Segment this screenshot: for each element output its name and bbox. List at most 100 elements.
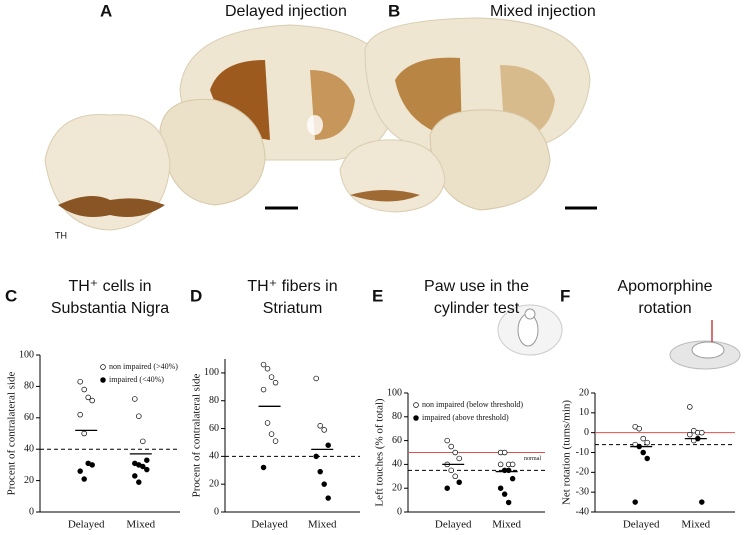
stain-label: TH xyxy=(55,230,67,240)
data-point xyxy=(136,479,142,485)
data-point xyxy=(505,499,512,506)
data-point xyxy=(456,479,462,486)
y-axis-label: Net rotation (turns/min) xyxy=(561,400,573,505)
data-point xyxy=(687,404,693,410)
data-point xyxy=(444,485,450,491)
data-point xyxy=(452,473,458,480)
data-point xyxy=(509,475,516,482)
data-point xyxy=(640,435,646,442)
x-tick-label: Delayed xyxy=(68,519,105,531)
data-point xyxy=(136,413,142,419)
data-point xyxy=(77,468,83,474)
data-point xyxy=(448,443,454,450)
legend-label: non impaired (below threshold) xyxy=(422,400,523,409)
data-point xyxy=(260,464,267,471)
y-tick-label: 20 xyxy=(24,475,34,486)
data-point xyxy=(77,378,83,385)
data-point xyxy=(132,473,138,479)
x-tick-label: Mixed xyxy=(492,519,521,531)
data-point xyxy=(144,457,150,463)
y-tick-label: -30 xyxy=(576,486,589,497)
x-tick-label: Delayed xyxy=(251,519,288,531)
y-tick-label: 60 xyxy=(392,435,402,446)
chart-title: cylinder test xyxy=(434,300,520,317)
reference-label: normal xyxy=(524,456,541,462)
data-point xyxy=(687,431,693,438)
y-tick-label: -10 xyxy=(576,447,589,458)
data-point xyxy=(81,476,87,482)
section-images xyxy=(44,17,597,231)
chart-title: Substantia Nigra xyxy=(51,300,169,317)
y-tick-label: 20 xyxy=(579,387,589,398)
y-axis-label: Procent of contralateral side xyxy=(191,374,203,498)
data-point xyxy=(81,386,87,393)
data-point xyxy=(272,379,279,386)
data-point xyxy=(452,449,458,456)
data-point xyxy=(509,461,516,468)
data-point xyxy=(448,467,454,474)
chart-title: Striatum xyxy=(263,300,323,317)
data-point xyxy=(140,438,146,445)
legend-label: impaired (above threshold) xyxy=(422,413,509,422)
panel-title: Mixed injection xyxy=(490,3,596,20)
y-tick-label: 100 xyxy=(19,349,34,360)
data-point xyxy=(89,397,95,404)
data-point xyxy=(260,361,267,368)
y-tick-label: 80 xyxy=(392,411,402,422)
data-point xyxy=(268,431,275,437)
chart-title: rotation xyxy=(638,300,691,317)
y-tick-label: -40 xyxy=(576,506,589,517)
rat-icon xyxy=(497,304,741,370)
data-point xyxy=(317,468,323,475)
panel-letter: D xyxy=(190,286,202,305)
data-point xyxy=(272,438,279,444)
data-point xyxy=(321,427,327,433)
y-tick-label: 20 xyxy=(209,478,219,489)
y-tick-label: 0 xyxy=(584,427,589,438)
y-tick-label: 10 xyxy=(579,407,589,418)
data-point xyxy=(644,439,650,446)
data-point xyxy=(264,365,271,372)
data-point xyxy=(699,429,705,436)
y-tick-label: 40 xyxy=(209,451,219,462)
data-point xyxy=(640,449,646,456)
data-point xyxy=(456,455,462,462)
x-tick-label: Delayed xyxy=(435,519,472,531)
data-point xyxy=(497,461,504,468)
data-point xyxy=(644,455,650,462)
panel-letter: A xyxy=(100,1,112,20)
y-tick-label: 100 xyxy=(204,367,219,378)
y-tick-label: 60 xyxy=(209,423,219,434)
panel-letter: B xyxy=(388,1,400,20)
y-tick-label: 20 xyxy=(392,482,402,493)
data-point xyxy=(140,463,146,470)
chart-title: TH⁺ cells in xyxy=(68,278,151,295)
legend-label: impaired (<40%) xyxy=(109,375,164,384)
data-point xyxy=(89,462,95,468)
panel-letter: E xyxy=(372,286,383,305)
data-point xyxy=(260,386,267,393)
chart-title: Apomorphine xyxy=(617,278,712,295)
y-axis-label: Procent of contralateral side xyxy=(6,372,18,496)
y-tick-label: 80 xyxy=(209,395,219,406)
data-point xyxy=(81,430,87,437)
y-tick-label: 40 xyxy=(24,443,34,454)
y-tick-label: 0 xyxy=(29,506,34,517)
x-tick-label: Mixed xyxy=(308,519,337,531)
x-tick-label: Delayed xyxy=(623,519,660,531)
panel-letter: F xyxy=(560,286,570,305)
data-point xyxy=(325,442,331,448)
data-point xyxy=(313,375,319,382)
data-point xyxy=(144,466,150,473)
data-point xyxy=(501,449,508,456)
legend-marker xyxy=(100,377,106,383)
y-axis-label: Left touches (% of total) xyxy=(374,398,386,506)
data-point xyxy=(321,481,327,487)
y-tick-label: 0 xyxy=(214,506,219,517)
y-tick-label: 40 xyxy=(392,459,402,470)
data-point xyxy=(699,499,705,505)
data-point xyxy=(313,453,319,460)
y-tick-label: 0 xyxy=(397,506,402,517)
data-point xyxy=(264,420,271,426)
